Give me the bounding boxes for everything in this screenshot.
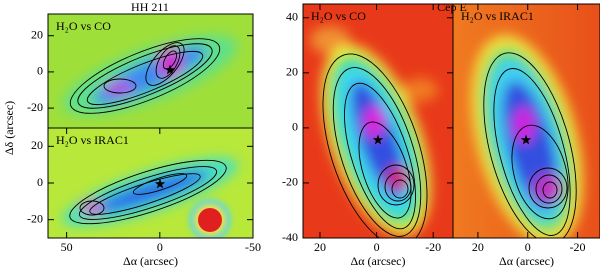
y-tick-label: 20 [286, 65, 298, 79]
panel-title: HH 211 [131, 0, 169, 14]
x-axis-label: Δα (arcsec) [499, 254, 554, 268]
y-tick-label: -20 [27, 100, 43, 114]
star-marker [154, 178, 166, 189]
x-tick-label: 50 [61, 240, 73, 254]
x-axis-label: Δα (arcsec) [351, 254, 406, 268]
panel-label: H₂O vs IRAC1 [461, 9, 534, 23]
map-panel [453, 4, 600, 238]
x-tick-label: 0 [157, 240, 163, 254]
y-tick-label: 0 [292, 120, 298, 134]
x-tick-label: 20 [472, 240, 484, 254]
y-tick-label: -20 [282, 175, 298, 189]
map-panel [48, 128, 253, 238]
panel-label: H₂O vs IRAC1 [56, 133, 129, 147]
panel-frame [452, 3, 600, 239]
y-tick-label: 0 [37, 175, 43, 189]
y-tick-label: -20 [27, 211, 43, 225]
y-tick-label: 0 [37, 64, 43, 78]
source-markers [154, 64, 532, 189]
y-tick-label: 20 [31, 138, 43, 152]
panel-label: H₂O vs CO [311, 9, 366, 23]
y-axis-label: Δδ (arcsec) [2, 101, 16, 155]
x-tick-label: -20 [425, 240, 441, 254]
x-tick-label: -20 [570, 240, 586, 254]
x-tick-label: 20 [314, 240, 326, 254]
x-tick-label: 0 [525, 240, 531, 254]
x-tick-label: -50 [245, 240, 261, 254]
x-axis-label: Δα (arcsec) [123, 254, 178, 268]
map-panel [303, 4, 453, 238]
x-tick-label: 0 [374, 240, 380, 254]
star-marker [164, 64, 176, 75]
panel-label: H₂O vs CO [56, 19, 111, 33]
panel-title: Cep E [437, 0, 467, 14]
map-panel [48, 14, 253, 128]
star-marker [520, 134, 532, 145]
y-tick-label: 40 [286, 10, 298, 24]
y-tick-label: -40 [282, 230, 298, 244]
y-tick-label: 20 [31, 27, 43, 41]
star-marker [372, 134, 384, 145]
